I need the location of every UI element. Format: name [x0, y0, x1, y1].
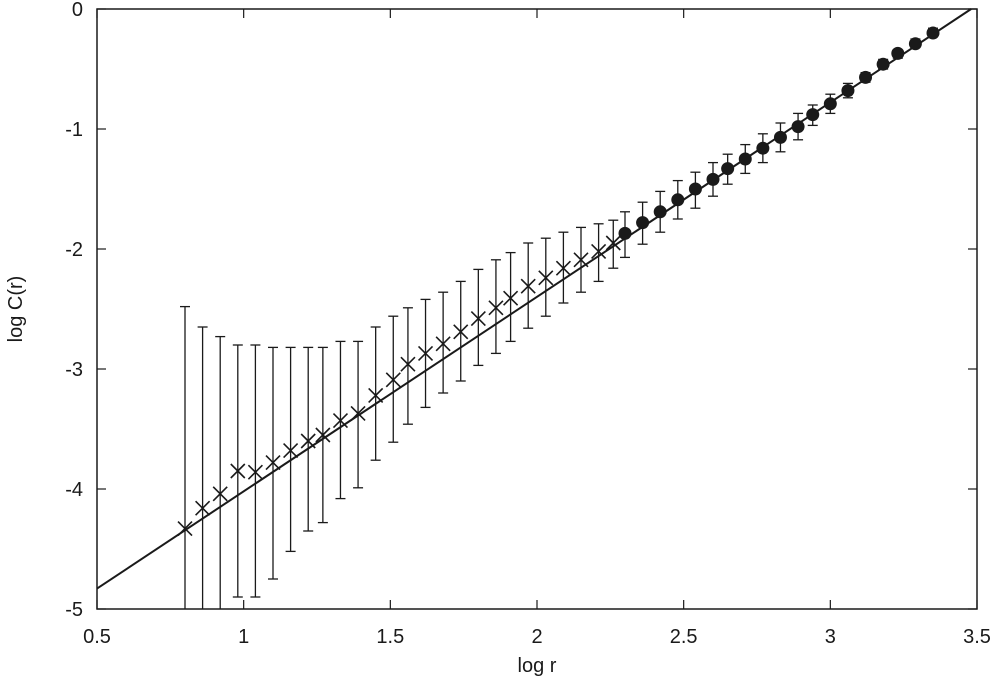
data-point-cross [453, 324, 469, 340]
data-point-cross [591, 243, 607, 259]
data-point-cross [605, 235, 621, 251]
data-point-circle [876, 57, 890, 71]
data-point-cross [573, 252, 589, 268]
x-tick-label: 3 [825, 626, 836, 648]
data-point-cross [470, 311, 486, 327]
data-point-cross [417, 345, 434, 361]
data-point-circle [706, 172, 720, 186]
x-tick-label: 1 [238, 626, 249, 648]
data-point-cross [265, 455, 281, 471]
data-point-cross [488, 300, 504, 316]
data-point-circle [773, 130, 787, 144]
data-point-circle [671, 193, 685, 207]
data-point-cross [212, 486, 228, 502]
data-point-cross [332, 413, 349, 429]
x-tick-label: 1.5 [376, 626, 404, 648]
data-point-cross [300, 433, 316, 449]
data-markers [177, 26, 940, 537]
data-point-circle [636, 216, 650, 230]
y-tick-label: -4 [65, 479, 83, 501]
data-point-circle [791, 120, 805, 134]
data-point-circle [841, 84, 855, 98]
data-point-cross [435, 336, 451, 352]
fit-line-group [96, 8, 972, 590]
tick-labels: 0.5 1 1.5 2 2.5 3 3.5 0 -1 -2 -3 -4 -5 [65, 0, 991, 648]
data-point-circle [688, 182, 702, 196]
data-point-cross [520, 278, 536, 294]
data-point-cross [400, 356, 416, 372]
data-point-circle [859, 70, 873, 84]
y-tick-label: -2 [65, 239, 83, 261]
data-point-circle [926, 26, 940, 40]
x-tick-label: 3.5 [963, 626, 991, 648]
data-point-cross [368, 387, 384, 403]
x-tick-label: 2 [531, 626, 542, 648]
data-point-cross [230, 463, 246, 479]
x-tick-label: 2.5 [670, 626, 698, 648]
y-tick-label: 0 [72, 0, 83, 21]
data-point-cross [195, 500, 211, 516]
data-point-cross [247, 464, 263, 480]
y-axis-label: log C(r) [5, 276, 27, 343]
x-axis-label: log r [518, 655, 557, 677]
data-point-circle [721, 162, 735, 176]
y-tick-label: -1 [65, 119, 83, 141]
y-tick-label: -5 [65, 599, 83, 621]
data-point-circle [653, 205, 667, 219]
data-point-circle [756, 141, 770, 155]
data-point-cross [315, 427, 331, 443]
data-point-circle [908, 37, 922, 51]
data-point-circle [891, 46, 905, 60]
y-tick-label: -3 [65, 359, 83, 381]
x-tick-label: 0.5 [83, 626, 111, 648]
data-point-cross [538, 270, 554, 286]
fit-line [96, 8, 972, 590]
plot-frame [96, 8, 978, 610]
axis-ticks [96, 8, 978, 610]
data-point-circle [823, 97, 837, 111]
data-point-cross [385, 372, 401, 388]
error-bars [180, 27, 938, 609]
data-point-cross [503, 290, 519, 306]
data-point-cross [283, 443, 299, 459]
data-point-circle [738, 152, 752, 166]
data-point-circle [618, 226, 632, 240]
data-point-cross [350, 405, 366, 421]
data-point-cross [177, 521, 193, 537]
data-point-cross [555, 260, 571, 276]
data-point-circle [806, 108, 820, 122]
